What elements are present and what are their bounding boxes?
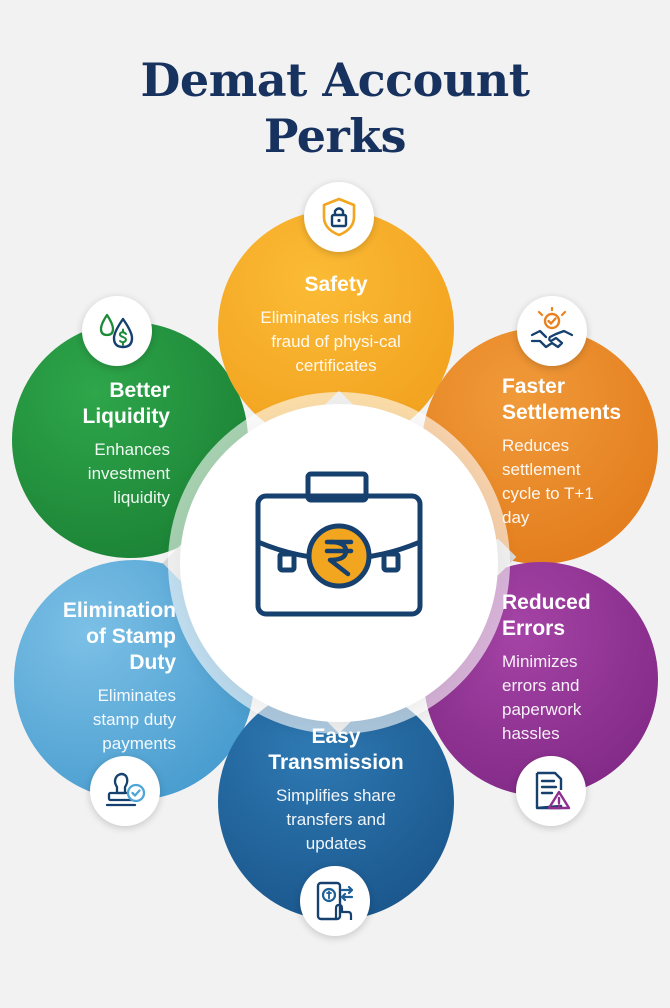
title-line-2: Perks [263,109,407,163]
easy-transmission-badge [300,866,370,936]
perk-description: Eliminates stamp duty payments [92,686,176,753]
perk-heading: Safety [304,273,368,296]
reduced-errors-badge [516,756,586,826]
faster-settlements-badge [517,296,587,366]
perk-heading: Faster Settlements [502,375,622,424]
perk-better-liquidity: Better Liquidity Enhances investment liq… [60,378,171,510]
perk-description: Enhances investment liquidity [87,440,170,507]
perk-heading: Better Liquidity [82,379,171,428]
safety-badge [304,182,374,252]
perk-easy-transmission: Easy Transmission Simplifies share trans… [252,724,420,856]
shield-lock-icon [322,197,356,237]
perk-reduced-errors: Reduced Errors Minimizes errors and pape… [502,590,642,746]
perk-description: Eliminates risks and fraud of physi-cal … [260,308,412,375]
perk-description: Reduces settlement cycle to T+1 day [502,436,594,527]
handshake-icon [530,307,574,349]
perk-heading: Elimination of Stamp Duty [62,599,176,674]
perk-faster-settlements: Faster Settlements Reduces settlement cy… [502,374,652,530]
perk-safety: Safety Eliminates risks and fraud of phy… [248,272,424,378]
perk-description: Simplifies share transfers and updates [276,786,396,853]
briefcase-rupee-icon [255,471,423,617]
money-drops-icon [99,313,134,349]
document-warning-icon [535,771,571,810]
perk-heading: Reduced Errors [502,591,591,640]
center-hub [180,404,498,722]
better-liquidity-badge [82,296,152,366]
page-title: Demat Account Perks [0,52,670,164]
elimination-of-stamp-duty-badge [90,756,160,826]
perk-description: Minimizes errors and paperwork hassles [502,652,582,743]
stamp-check-icon [105,772,146,807]
mobile-transfer-icon [316,881,354,921]
perk-heading: Easy Transmission [268,725,404,774]
perk-elimination-of-stamp-duty: Elimination of Stamp Duty Eliminates sta… [40,598,176,756]
title-line-1: Demat Account [140,53,530,107]
